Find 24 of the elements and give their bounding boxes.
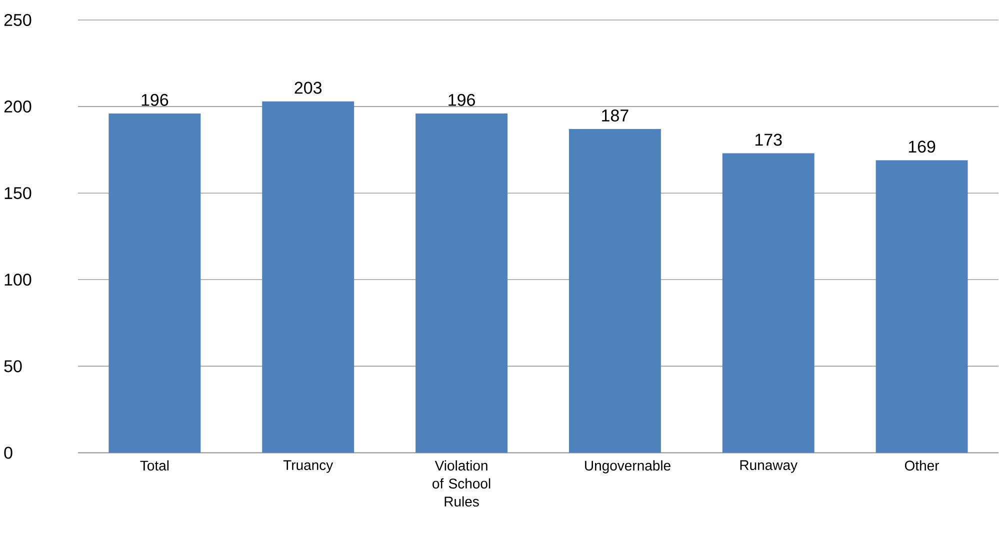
data-label: 196 bbox=[448, 94, 475, 106]
y-tick-label: 150 bbox=[4, 187, 32, 200]
x-tick-label: Truancy bbox=[283, 460, 334, 473]
y-tick-label: 250 bbox=[4, 14, 32, 26]
x-tick-label: Violation of School Rules bbox=[432, 460, 490, 507]
y-tick-label: 50 bbox=[4, 360, 22, 372]
bar bbox=[722, 153, 814, 453]
data-label: 173 bbox=[755, 134, 782, 146]
data-label: 187 bbox=[602, 110, 628, 122]
bar bbox=[876, 160, 968, 453]
bar bbox=[416, 114, 508, 453]
bar bbox=[262, 101, 354, 453]
y-tick-label: 200 bbox=[4, 100, 32, 113]
x-tick-label: Other bbox=[904, 460, 940, 471]
y-tick-label: 100 bbox=[4, 274, 32, 286]
x-tick-label: Total bbox=[140, 460, 169, 471]
data-label: 203 bbox=[294, 82, 322, 94]
bar bbox=[108, 114, 201, 453]
y-tick-label: 0 bbox=[4, 446, 12, 459]
x-tick-label: Runaway bbox=[740, 460, 798, 473]
data-label: 169 bbox=[908, 140, 936, 153]
x-tick-label: Ungovernable bbox=[585, 460, 670, 474]
data-label: 196 bbox=[142, 94, 168, 106]
bar bbox=[568, 129, 661, 453]
